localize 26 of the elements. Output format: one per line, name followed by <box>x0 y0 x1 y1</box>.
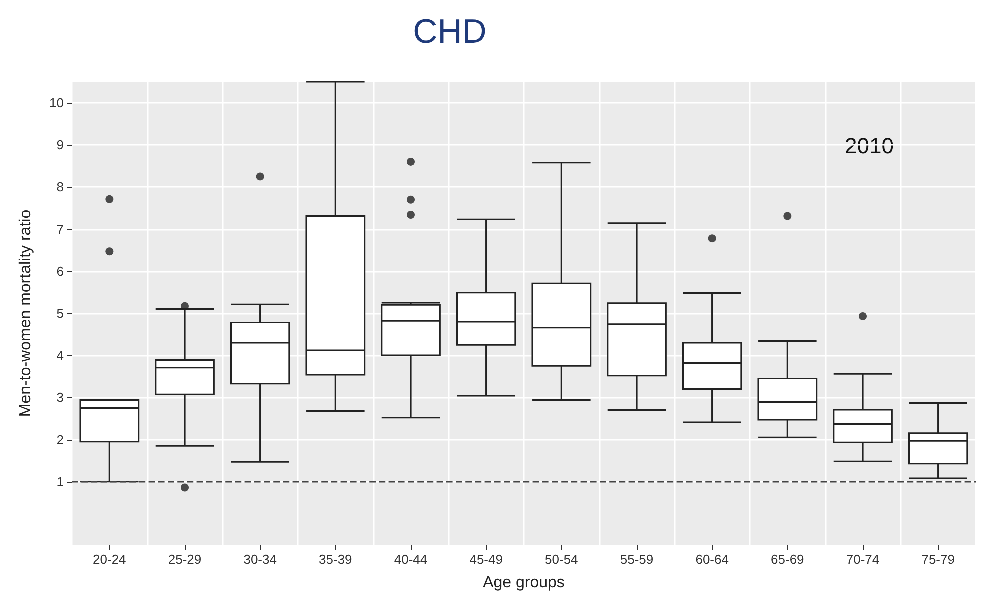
y-tick-label: 8 <box>56 180 64 195</box>
y-tick-label: 1 <box>56 474 64 490</box>
x-tick-label: 55-59 <box>620 552 654 567</box>
y-tick-label: 5 <box>56 306 64 321</box>
y-tick-label: 2 <box>56 432 64 448</box>
x-tick-label: 20-24 <box>93 552 126 567</box>
x-axis-title: Age groups <box>483 574 565 592</box>
y-tick-label: 6 <box>56 264 64 279</box>
x-tick-label: 50-54 <box>545 552 578 567</box>
x-tick-label: 40-44 <box>394 552 428 567</box>
x-tick-label: 45-49 <box>470 552 503 567</box>
x-tick-label: 70-74 <box>846 552 880 567</box>
x-tick-label: 25-29 <box>168 552 202 567</box>
x-tick-label: 30-34 <box>244 552 277 567</box>
x-tick-label: 75-79 <box>922 552 955 567</box>
y-tick-label: 10 <box>50 96 64 111</box>
y-tick-label: 3 <box>56 390 64 406</box>
x-tick-label: 35-39 <box>319 552 352 567</box>
x-tick-label: 60-64 <box>696 552 729 567</box>
y-axis-title: Men-to-women mortality ratio <box>18 210 34 418</box>
y-tick-label: 4 <box>56 348 64 364</box>
x-tick-label: 65-69 <box>771 552 804 567</box>
y-tick-label: 9 <box>56 138 64 153</box>
annotation: 2010 <box>845 134 894 158</box>
y-tick-label: 7 <box>56 222 64 237</box>
chart-title: CHD <box>413 13 487 51</box>
